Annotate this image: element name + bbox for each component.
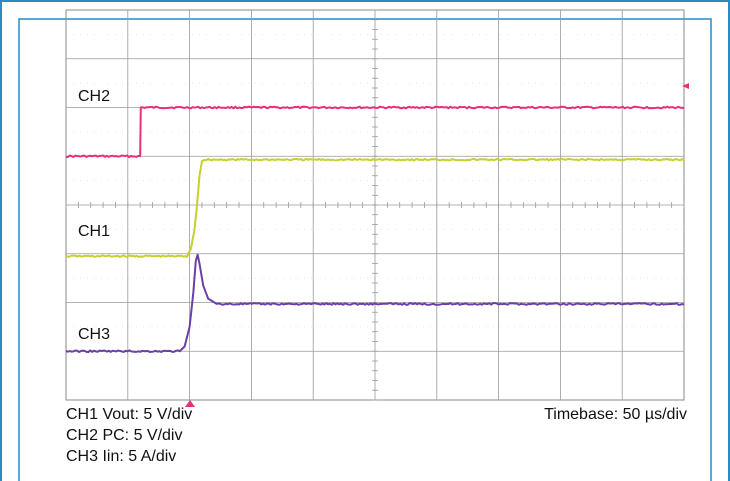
trace-labels: CH2 CH1 CH3: [78, 88, 110, 343]
ch1-setting: CH1 Vout: 5 V/div: [66, 406, 193, 423]
markers: [185, 83, 689, 407]
trace-ch1: [65, 157, 685, 258]
ch3-label: CH3: [78, 326, 110, 343]
trace-ch2: [65, 105, 685, 159]
timebase-setting: Timebase: 50 µs/div: [544, 404, 687, 425]
channel-settings: CH1 Vout: 5 V/div CH2 PC: 5 V/div CH3 Ii…: [66, 404, 192, 467]
frame-border-inner: [18, 18, 712, 481]
trigger-time-marker: [185, 400, 195, 407]
grid: [65, 9, 685, 401]
trigger-level-marker: [682, 83, 689, 89]
ch2-label: CH2: [78, 88, 110, 105]
timebase-text: Timebase: 50 µs/div: [544, 406, 687, 423]
trace-ch3: [65, 253, 685, 354]
traces: [65, 105, 685, 354]
ch3-setting: CH3 Iin: 5 A/div: [66, 448, 177, 465]
plot-area: CH2 CH1 CH3: [65, 9, 689, 407]
ch1-label: CH1: [78, 223, 110, 240]
ch2-setting: CH2 PC: 5 V/div: [66, 427, 183, 444]
